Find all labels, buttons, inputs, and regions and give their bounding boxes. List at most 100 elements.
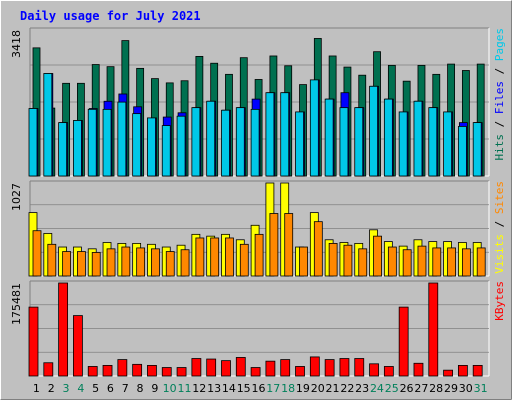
bar-sites: [299, 246, 308, 277]
legend: Visits / Sites: [493, 181, 506, 274]
x-tick-label: 16: [252, 382, 266, 395]
bar-kbytes: [87, 366, 98, 377]
panel-hits-files-pages: 3418 Hits / Files / Pages: [10, 27, 506, 177]
bar-sites: [195, 237, 205, 277]
bar-kbytes: [457, 365, 468, 377]
x-tick-label: 31: [474, 382, 488, 395]
bar-sites: [77, 251, 86, 277]
bar-kbytes: [191, 358, 202, 377]
bar-pages: [383, 98, 393, 177]
bar-pages: [117, 101, 127, 177]
bar-pages: [398, 111, 408, 177]
legend-item-sites: Sites: [493, 181, 506, 214]
x-tick-label: 17: [266, 382, 280, 395]
y-max-label: 3418: [10, 30, 23, 58]
bar-pages: [147, 117, 156, 177]
bar-kbytes: [265, 360, 276, 377]
x-tick-label: 24: [370, 382, 384, 395]
x-tick-label: 22: [340, 382, 354, 395]
x-tick-label: 7: [122, 382, 129, 395]
legend: Hits / Files / Pages: [493, 28, 506, 161]
bar-pages: [369, 85, 378, 177]
x-tick-label: 29: [444, 382, 458, 395]
bar-sites: [328, 243, 338, 277]
legend-item-kbytes: KBytes: [493, 281, 506, 321]
bar-sites: [225, 237, 234, 277]
bar-sites: [151, 248, 160, 277]
x-tick-label: 19: [296, 382, 310, 395]
bar-pages: [58, 122, 68, 177]
bar-kbytes: [324, 359, 335, 377]
x-tick-label: 13: [207, 382, 221, 395]
x-tick-label: 4: [77, 382, 84, 395]
bar-sites: [210, 237, 220, 277]
legend: KBytes: [493, 281, 506, 321]
bar-pages: [309, 79, 319, 177]
bar-pages: [28, 108, 38, 177]
bar-kbytes: [73, 315, 83, 377]
x-tick-label: 18: [281, 382, 295, 395]
bar-sites: [62, 251, 72, 277]
bar-sites: [402, 249, 412, 277]
bar-kbytes: [161, 367, 172, 377]
bar-kbytes: [369, 363, 379, 377]
bar-pages: [235, 107, 245, 177]
bar-pages: [221, 109, 230, 177]
bar-kbytes: [398, 306, 409, 377]
bar-kbytes: [309, 356, 320, 377]
bar-pages: [339, 107, 349, 177]
bar-pages: [265, 92, 275, 177]
bar-sites: [417, 245, 427, 277]
bar-pages: [191, 107, 201, 177]
legend-item-hits: Hits: [493, 134, 506, 161]
bar-kbytes: [354, 358, 365, 377]
bar-pages: [472, 122, 482, 177]
bar-sites: [432, 247, 442, 277]
bar-kbytes: [295, 366, 305, 377]
bar-kbytes: [250, 367, 261, 377]
bar-sites: [284, 213, 294, 277]
x-tick-label: 20: [311, 382, 325, 395]
bar-sites: [358, 248, 368, 277]
bar-sites: [313, 221, 323, 277]
bar-kbytes: [428, 282, 439, 377]
bar-pages: [132, 113, 142, 177]
legend-separator: /: [493, 61, 506, 81]
bar-sites: [121, 246, 131, 277]
bar-sites: [269, 213, 279, 277]
bar-pages: [324, 98, 334, 177]
bar-pages: [87, 108, 97, 177]
bar-kbytes: [176, 367, 187, 377]
x-tick-label: 10: [163, 382, 177, 395]
bar-pages: [428, 107, 438, 177]
bar-sites: [136, 247, 146, 277]
bar-sites: [239, 243, 249, 277]
bar-sites: [254, 233, 264, 277]
bar-kbytes: [117, 359, 128, 377]
bar-pages: [413, 100, 423, 177]
bar-pages: [250, 108, 260, 177]
x-tick-label: 5: [92, 382, 99, 395]
bar-kbytes: [221, 360, 231, 377]
bar-sites: [91, 252, 101, 277]
bar-sites: [180, 249, 190, 277]
bar-pages: [176, 115, 186, 177]
legend-item-pages: Pages: [493, 28, 506, 61]
legend-separator: /: [493, 114, 506, 134]
x-tick-label: 28: [429, 382, 443, 395]
bar-kbytes: [383, 366, 394, 377]
bar-kbytes: [413, 362, 424, 377]
bar-pages: [43, 73, 53, 177]
x-tick-label: 8: [137, 382, 144, 395]
x-tick-label: 23: [355, 382, 369, 395]
bar-sites: [165, 251, 175, 277]
panel-visits-sites: 1027 Visits / Sites: [10, 180, 506, 277]
bar-sites: [373, 235, 382, 277]
bar-sites: [343, 244, 353, 277]
x-tick-label: 27: [414, 382, 428, 395]
x-tick-label: 2: [48, 382, 55, 395]
x-tick-label: 21: [326, 382, 340, 395]
x-tick-label: 6: [107, 382, 114, 395]
x-tick-label: 26: [400, 382, 414, 395]
